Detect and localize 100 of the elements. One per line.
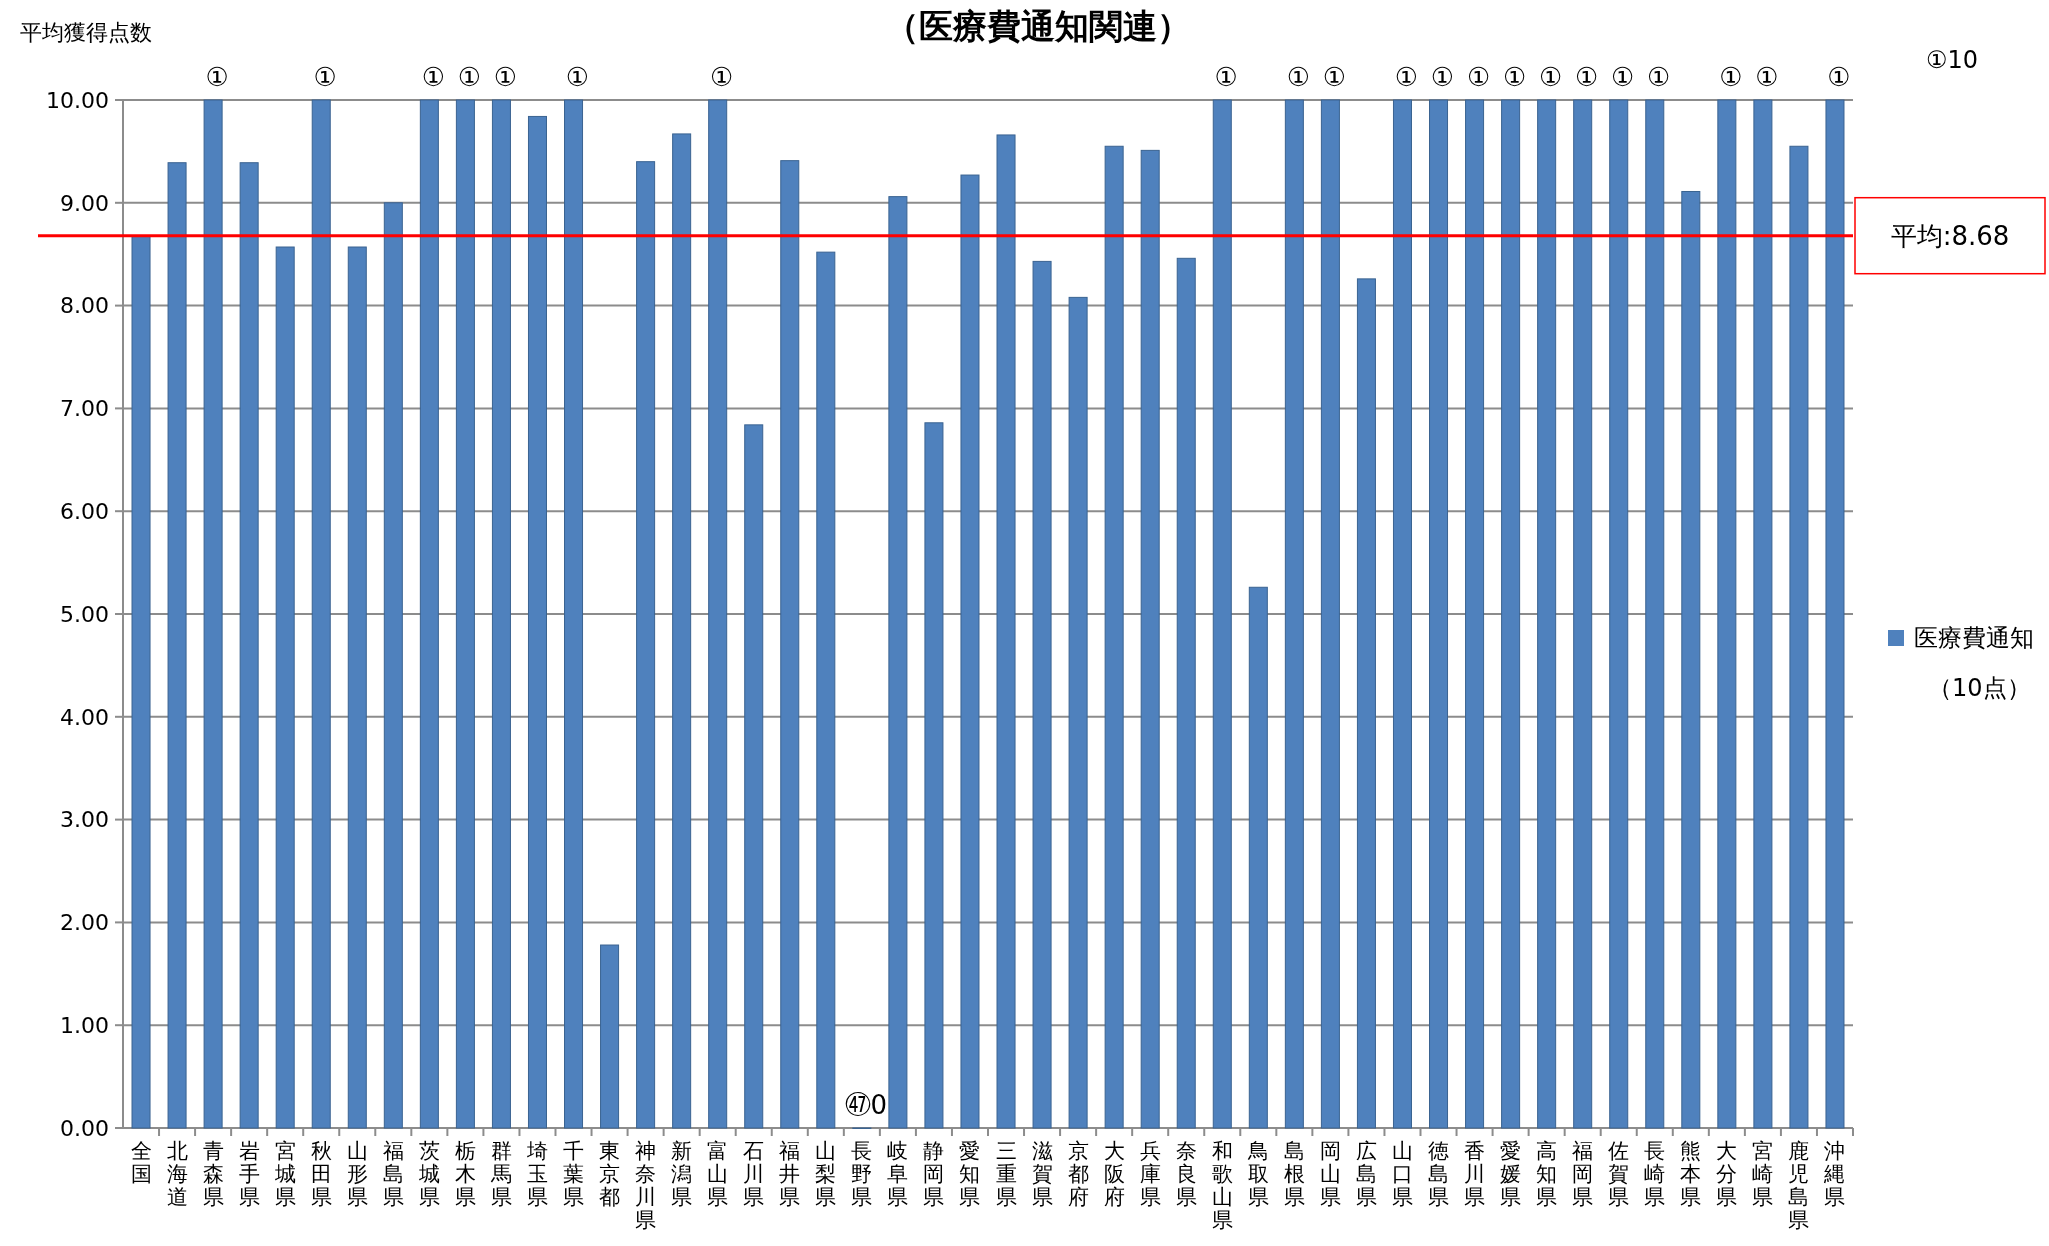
bar	[1032, 260, 1052, 1129]
annotation: ①	[1394, 62, 1419, 92]
x-tick-label: 福井県	[779, 1139, 801, 1209]
bar	[1320, 99, 1340, 1129]
y-tick-label: 7.00	[60, 396, 109, 422]
x-tick-label: 大阪府	[1103, 1139, 1125, 1209]
bar	[744, 424, 764, 1129]
bar	[491, 99, 511, 1129]
x-tick-label: 岩手県	[238, 1139, 260, 1209]
x-tick-label: 徳島県	[1428, 1139, 1450, 1209]
annotation: ①	[1466, 62, 1491, 92]
x-tick-label: 神奈川県	[635, 1139, 657, 1232]
bar	[1392, 99, 1412, 1129]
x-tick-label: 東京都	[599, 1139, 621, 1209]
x-tick-label: 福島県	[382, 1139, 404, 1209]
annotation: ①	[313, 62, 337, 92]
x-tick-label: 三重県	[995, 1139, 1017, 1209]
annotation: ①	[1286, 62, 1311, 92]
x-tick-label: 全国	[130, 1139, 152, 1186]
x-tick-label: 秋田県	[310, 1139, 332, 1209]
annotation: ①	[1719, 62, 1743, 92]
x-tick-label: 山口県	[1391, 1139, 1413, 1209]
bar	[1537, 99, 1557, 1129]
annotation: ①	[1647, 62, 1671, 92]
bar	[311, 99, 331, 1129]
bar	[1789, 145, 1809, 1129]
bar	[1212, 99, 1232, 1129]
bar	[239, 162, 259, 1129]
legend-label: 医療費通知（10点）	[1914, 624, 2034, 703]
bar	[1140, 149, 1160, 1129]
x-tick-label: 新潟県	[671, 1139, 693, 1209]
x-tick-label: 静岡県	[923, 1139, 945, 1209]
annotation: ①	[1611, 62, 1635, 92]
x-tick-label: 山梨県	[815, 1139, 837, 1209]
x-tick-label: 宮崎県	[1752, 1139, 1774, 1209]
x-tick-label: 佐賀県	[1608, 1139, 1630, 1209]
x-tick-label: 長崎県	[1644, 1139, 1666, 1209]
x-tick-label: 広島県	[1355, 1139, 1377, 1209]
x-tick-label: 山形県	[346, 1139, 368, 1209]
annotation: ①	[457, 62, 482, 92]
bar	[564, 99, 584, 1129]
annotation: ①	[1502, 62, 1527, 92]
y-tick-label: 4.00	[60, 704, 109, 730]
x-tick-label: 高知県	[1536, 1139, 1558, 1209]
y-tick-label: 5.00	[60, 601, 109, 627]
bar	[1753, 99, 1773, 1129]
annotation: ①	[1214, 62, 1238, 92]
x-tick-label: 青森県	[202, 1139, 224, 1209]
x-tick-label: 岡山県	[1319, 1139, 1341, 1209]
x-tick-label: 富山県	[707, 1139, 729, 1209]
annotation: ①	[421, 62, 446, 92]
y-tick-label: 1.00	[60, 1012, 109, 1038]
bar	[708, 99, 728, 1129]
bar	[1068, 296, 1088, 1129]
annotation: ①	[1538, 62, 1563, 92]
bar	[924, 422, 944, 1129]
annotation: ①	[710, 62, 734, 92]
x-tick-label: 宮城県	[273, 1139, 296, 1209]
bar	[1176, 257, 1196, 1129]
bar	[1609, 99, 1629, 1129]
bar	[816, 251, 836, 1129]
bar	[636, 161, 656, 1129]
bar	[672, 133, 692, 1129]
x-tick-label: 福岡県	[1572, 1139, 1594, 1209]
x-tick-label: 熊本県	[1680, 1139, 1702, 1209]
x-tick-label: 茨城県	[417, 1139, 440, 1209]
bar	[1717, 99, 1737, 1129]
bar	[131, 235, 151, 1129]
x-tick-label: 京都府	[1067, 1139, 1089, 1209]
y-axis-title: 平均獲得点数	[20, 20, 152, 45]
x-tick-label: 千葉県	[563, 1139, 585, 1209]
x-tick-label: 石川県	[743, 1139, 765, 1209]
bar	[1645, 99, 1665, 1129]
bar	[383, 202, 403, 1129]
y-tick-label: 0.00	[60, 1115, 109, 1141]
bar	[1501, 99, 1521, 1129]
bar	[1573, 99, 1593, 1129]
annotation: ①	[1827, 62, 1851, 92]
x-tick-label: 鹿児島県	[1788, 1139, 1810, 1232]
annotation: ①	[1755, 62, 1779, 92]
bar	[275, 246, 295, 1129]
annotation: ㊼0	[844, 1090, 888, 1120]
bar	[1465, 99, 1485, 1129]
bar	[527, 115, 547, 1129]
bar	[419, 99, 439, 1129]
x-tick-label: 長野県	[851, 1139, 873, 1209]
annotation: ①	[1430, 62, 1455, 92]
x-tick-label: 愛媛県	[1500, 1139, 1522, 1209]
y-tick-label: 8.00	[60, 293, 109, 319]
bar	[1681, 190, 1701, 1129]
bar	[167, 162, 187, 1129]
x-tick-label: 兵庫県	[1139, 1139, 1161, 1209]
bar	[1284, 99, 1304, 1129]
y-tick-label: 6.00	[60, 498, 109, 524]
x-tick-label: 滋賀県	[1031, 1139, 1053, 1209]
bar	[347, 246, 367, 1129]
x-tick-label: 栃木県	[454, 1139, 476, 1209]
bar	[1104, 145, 1124, 1129]
bar	[888, 196, 908, 1129]
y-tick-label: 2.00	[60, 910, 109, 936]
